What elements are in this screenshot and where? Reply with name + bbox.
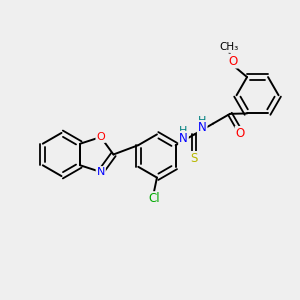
Text: O: O (229, 55, 238, 68)
Text: N: N (179, 132, 188, 145)
Text: O: O (96, 132, 105, 142)
Text: Cl: Cl (148, 192, 160, 205)
Text: H: H (198, 116, 206, 126)
Text: CH₃: CH₃ (219, 42, 239, 52)
Text: N: N (97, 167, 105, 177)
Text: S: S (191, 152, 198, 165)
Text: O: O (236, 127, 245, 140)
Text: N: N (198, 121, 207, 134)
Text: H: H (179, 126, 188, 136)
